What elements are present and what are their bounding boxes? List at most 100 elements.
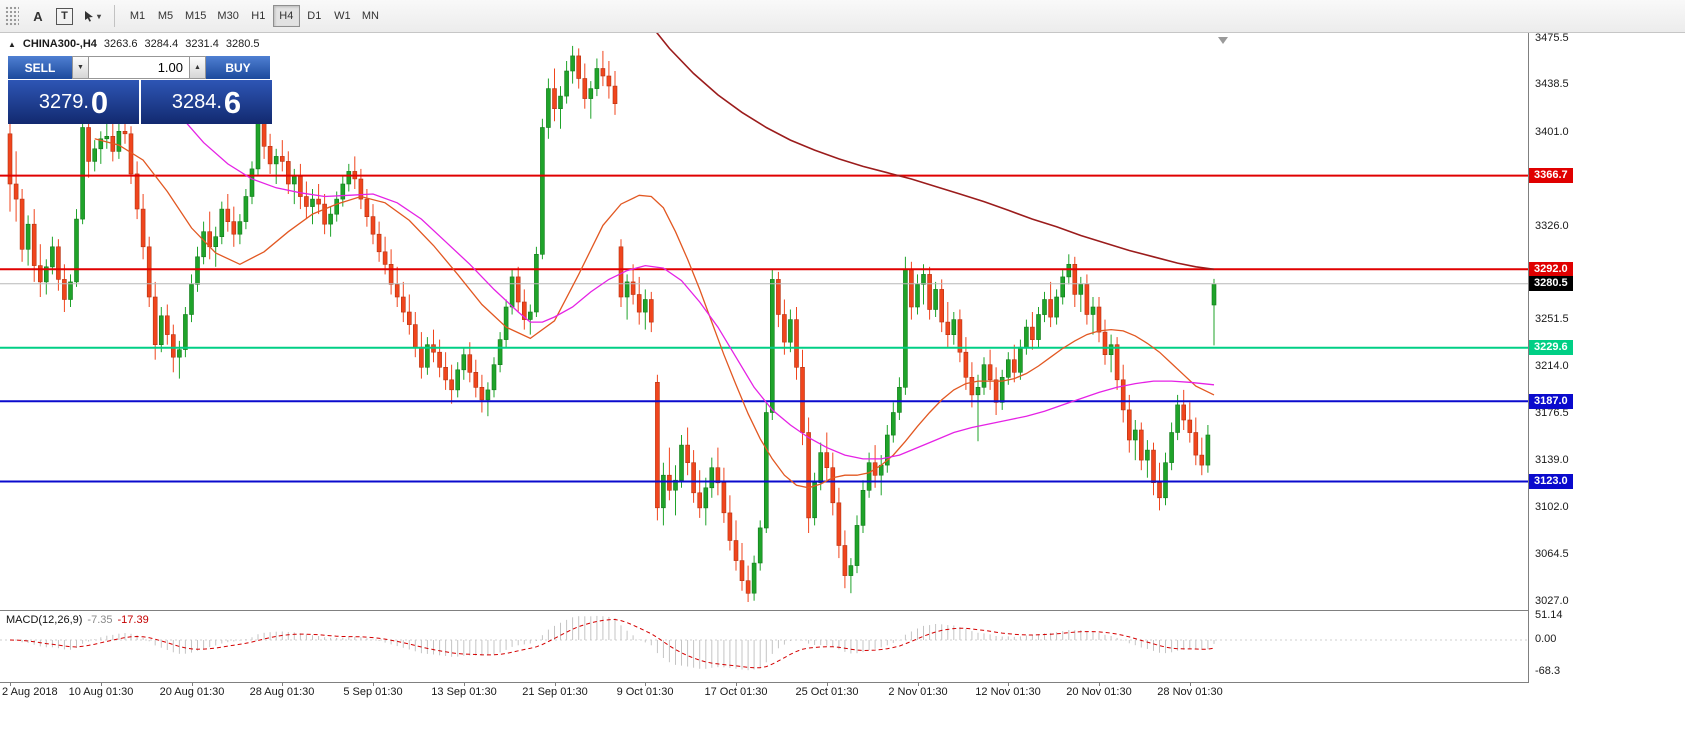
top-toolbar: A T ▾ M1 M5 M15 M30 H1 H4 D1 W1 MN [0, 0, 1685, 33]
toolbar-separator [114, 5, 116, 27]
price-axis-label: 3176.5 [1535, 407, 1569, 419]
time-axis-label: 13 Sep 01:30 [431, 686, 497, 698]
price-axis-label: 3401.0 [1535, 126, 1569, 138]
time-axis-label: 25 Oct 01:30 [795, 686, 859, 698]
toolbar-grip[interactable] [5, 6, 19, 26]
time-axis-tick [464, 682, 465, 686]
time-axis-label: 20 Nov 01:30 [1066, 686, 1132, 698]
buy-price-big-digit: 6 [223, 84, 242, 120]
chart-header: ▲ CHINA300-,H4 3263.6 3284.4 3231.4 3280… [8, 38, 260, 50]
chart-macd-separator[interactable] [0, 610, 1685, 611]
time-axis-tick [555, 682, 556, 686]
cursor-icon [85, 11, 93, 22]
tf-button-d1[interactable]: D1 [301, 5, 328, 27]
caret-down-icon: ▼ [77, 64, 84, 71]
sell-button[interactable]: SELL [8, 56, 72, 79]
volume-increase-button[interactable]: ▲ [189, 56, 206, 79]
time-axis-tick [1099, 682, 1100, 686]
price-chart[interactable] [0, 33, 1528, 610]
text-box-icon: T [56, 7, 73, 25]
chevron-down-icon: ▾ [97, 11, 102, 21]
ma-fast-line [178, 114, 1215, 460]
hline-price-badge: 3292.0 [1529, 262, 1573, 277]
tf-button-mn[interactable]: MN [357, 5, 384, 27]
hline-price-badge: 3366.7 [1529, 168, 1573, 183]
time-axis-label: 28 Nov 01:30 [1157, 686, 1223, 698]
trade-panel-top-row: SELL ▼ ▲ BUY [8, 56, 272, 79]
ohlc-open: 3263.6 [103, 38, 138, 50]
trade-panel-price-row: 3279. 0 3284. 6 [8, 80, 272, 124]
ohlc-low: 3231.4 [185, 38, 219, 50]
macd-axis-label: -68.3 [1535, 665, 1561, 677]
hline-price-badge: 3123.0 [1529, 474, 1573, 489]
price-axis-label: 3326.0 [1535, 220, 1569, 232]
macd-chart[interactable] [0, 611, 1528, 682]
chart-shift-marker[interactable] [1218, 37, 1228, 44]
time-axis-tick [101, 682, 102, 686]
tf-button-h4[interactable]: H4 [272, 5, 300, 27]
text-tool-button[interactable]: T [52, 4, 77, 28]
time-axis[interactable]: 2 Aug 2018 10 Aug 01:30 20 Aug 01:30 28 Aug… [0, 682, 1528, 703]
macd-timeaxis-separator [0, 682, 1685, 683]
time-axis-tick [1008, 682, 1009, 686]
time-axis-tick [827, 682, 828, 686]
tf-button-m30[interactable]: M30 [212, 5, 243, 27]
sell-price-text: 3279. [38, 90, 89, 113]
buy-price-text: 3284. [171, 90, 222, 113]
time-axis-label: 9 Oct 01:30 [616, 686, 674, 698]
time-axis-label: 2 Aug 2018 [2, 686, 58, 698]
ma-long-line [656, 33, 1215, 271]
time-axis-label: 12 Nov 01:30 [975, 686, 1041, 698]
buy-button[interactable]: BUY [206, 56, 270, 79]
macd-axis-label: 51.14 [1535, 609, 1563, 621]
symbol-arrow-icon: ▲ [8, 39, 16, 49]
symbol-label: CHINA300-,H4 [22, 38, 97, 50]
price-axis-label: 3214.0 [1535, 360, 1569, 372]
time-axis-label: 21 Sep 01:30 [522, 686, 588, 698]
time-axis-label: 17 Oct 01:30 [704, 686, 768, 698]
sell-price-display[interactable]: 3279. 0 [8, 80, 139, 124]
macd-axis-label: 0.00 [1535, 633, 1557, 645]
time-axis-label: 28 Aug 01:30 [249, 686, 315, 698]
time-axis-tick [282, 682, 283, 686]
price-axis[interactable]: 3475.5 3438.5 3401.0 3326.0 3251.5 3214.0 3176… [1528, 32, 1685, 683]
tf-button-h1[interactable]: H1 [245, 5, 272, 27]
sell-price-big-digit: 0 [90, 84, 109, 120]
macd-label: MACD(12,26,9) -7.35 -17.39 [6, 614, 149, 626]
ma-medium-line [94, 138, 1215, 489]
caret-up-icon: ▲ [194, 64, 201, 71]
tf-button-m15[interactable]: M15 [180, 5, 211, 27]
time-axis-tick [736, 682, 737, 686]
time-axis-tick [918, 682, 919, 686]
time-axis-tick [645, 682, 646, 686]
ohlc-close: 3280.5 [225, 38, 260, 50]
font-tool-button[interactable]: A [26, 4, 50, 28]
macd-name: MACD(12,26,9) [6, 614, 83, 626]
tf-button-m1[interactable]: M1 [124, 5, 151, 27]
buy-price-display[interactable]: 3284. 6 [141, 80, 272, 124]
time-axis-tick [192, 682, 193, 686]
time-axis-label: 5 Sep 01:30 [343, 686, 403, 698]
tf-button-m5[interactable]: M5 [152, 5, 179, 27]
time-axis-tick [10, 682, 11, 686]
hline-price-badge: 3187.0 [1529, 394, 1573, 409]
volume-input[interactable] [89, 56, 189, 79]
price-axis-label: 3438.5 [1535, 78, 1569, 90]
letter-a-icon: A [33, 8, 43, 24]
time-axis-tick [373, 682, 374, 686]
macd-value: -7.35 [87, 614, 113, 626]
ohlc-high: 3284.4 [144, 38, 179, 50]
hline-price-badge: 3229.6 [1529, 340, 1573, 355]
time-axis-tick [1190, 682, 1191, 686]
cursor-tool-button[interactable]: ▾ [79, 4, 105, 28]
macd-histogram [15, 615, 1215, 671]
price-axis-label: 3064.5 [1535, 548, 1569, 560]
time-axis-label: 20 Aug 01:30 [159, 686, 225, 698]
timeframe-toolbar: M1 M5 M15 M30 H1 H4 D1 W1 MN [124, 5, 384, 27]
tf-button-w1[interactable]: W1 [329, 5, 356, 27]
price-axis-label: 3475.5 [1535, 32, 1569, 44]
time-axis-label: 2 Nov 01:30 [888, 686, 948, 698]
volume-decrease-button[interactable]: ▼ [72, 56, 89, 79]
price-axis-label: 3251.5 [1535, 313, 1569, 325]
